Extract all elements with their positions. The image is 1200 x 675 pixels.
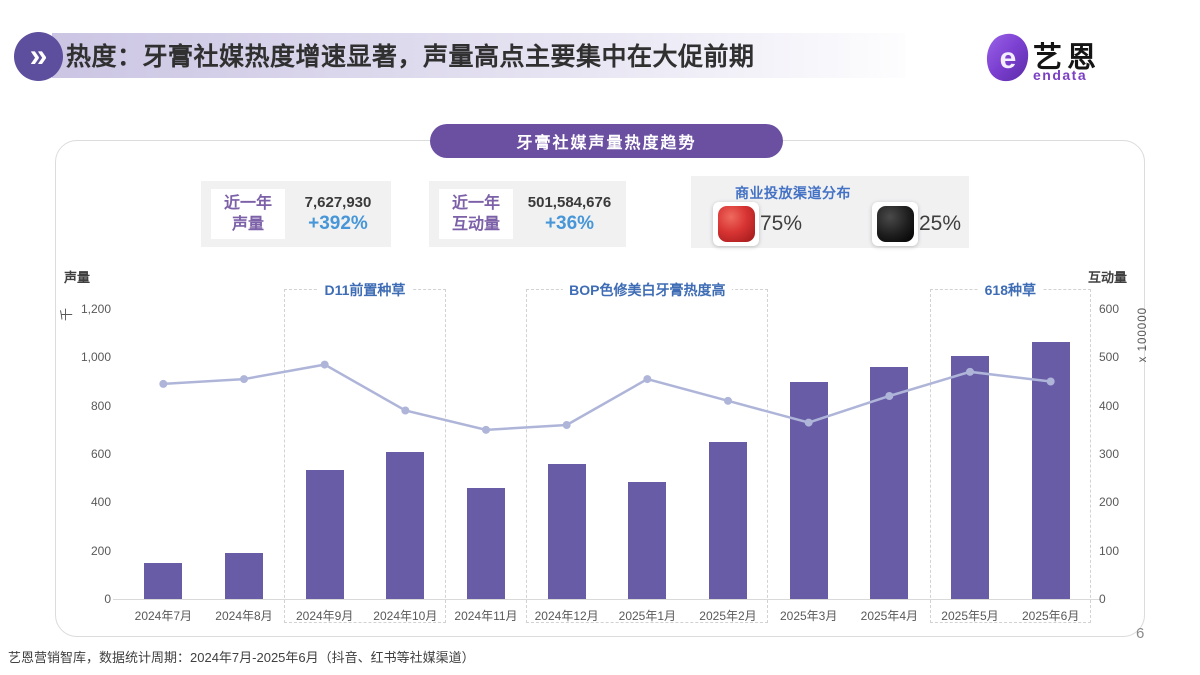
volume-bar [386, 451, 425, 599]
trend-line [163, 363, 1051, 432]
logo-name-cn: 艺恩 [1033, 42, 1102, 74]
stat-change: +36% [544, 212, 595, 234]
brand-logo: e 艺恩 endata [985, 30, 1185, 90]
x-tick-label: 2024年10月 [373, 609, 438, 623]
x-tick-label: 2024年8月 [215, 609, 273, 623]
trend-point [885, 392, 894, 400]
volume-bar [305, 469, 344, 599]
footer-source: 艺恩营销智库，数据统计周期：2024年7月-2025年6月（抖音、红书等社媒渠道… [8, 650, 475, 665]
channel-item: 25% [872, 202, 961, 246]
trend-point [643, 375, 652, 384]
y-tick-left: 1,200 [80, 302, 111, 316]
svg-text:e: e [1000, 42, 1017, 75]
annotation-label: BOP色修美白牙膏热度高 [563, 280, 732, 300]
app-icon-card [872, 202, 918, 246]
stat-card-volume: 近一年 声量 7,627,930 +392% [201, 181, 391, 247]
x-tick-label: 2025年3月 [779, 609, 838, 623]
x-tick-label: 2024年9月 [295, 609, 354, 623]
y-tick-left: 200 [90, 543, 111, 558]
volume-bar [144, 562, 183, 599]
stat-label-line: 近一年 [451, 195, 500, 212]
channel-item: 75% [713, 202, 802, 246]
trend-point [320, 360, 329, 369]
stat-label: 近一年 互动量 [439, 189, 513, 239]
y-tick-right: 300 [1099, 447, 1120, 461]
volume-bar [547, 463, 586, 599]
trend-point [1046, 377, 1055, 386]
stat-label-line: 互动量 [451, 216, 500, 233]
stat-label-line: 声量 [231, 216, 264, 233]
stat-card-engagement: 近一年 互动量 501,584,676 +36% [429, 181, 626, 247]
stat-value: 7,627,930 [304, 193, 372, 211]
content-card: 近一年 声量 7,627,930 +392% 近一年 互动量 501,584,6… [55, 140, 1149, 637]
annotation-label: 618种草 [978, 280, 1042, 300]
y-tick-right: 600 [1099, 302, 1120, 316]
x-tick-label: 2025年4月 [860, 609, 919, 623]
volume-bar [628, 481, 667, 599]
volume-bar [467, 487, 505, 599]
stat-change: +392% [308, 212, 368, 234]
y-axis-title-right: 互动量 [1088, 270, 1128, 285]
y-tick-right: 0 [1099, 592, 1106, 606]
trend-point [804, 418, 813, 427]
slide-title: 热度：牙膏社媒热度增速显著，声量高点主要集中在大促前期 [66, 43, 755, 71]
x-tick-label: 2024年12月 [534, 609, 599, 623]
page-number: 6 [1136, 625, 1145, 642]
annotation-box: BOP色修美白牙膏热度高 [526, 280, 769, 623]
logo-mark-icon: e [986, 33, 1029, 82]
app-icon-card [713, 202, 759, 246]
x-tick-label: 2025年6月 [1021, 609, 1080, 623]
double-chevron-icon: » [29, 36, 48, 73]
trend-point [159, 379, 168, 388]
x-axis-line [113, 599, 1101, 600]
engagement-trend-line [159, 360, 1055, 434]
trend-point [240, 375, 248, 384]
stat-label-line: 近一年 [223, 195, 272, 212]
y-tick-right: 100 [1099, 543, 1120, 558]
y-tick-right: 200 [1099, 495, 1120, 510]
x-tick-label: 2024年7月 [134, 609, 193, 623]
chevron-badge: » [14, 32, 63, 81]
channel-percent: 75% [760, 212, 803, 235]
stat-value: 501,584,676 [527, 193, 612, 211]
trend-point [562, 421, 571, 429]
header-bar [52, 33, 905, 78]
y-tick-left: 800 [90, 398, 111, 413]
volume-bar [870, 367, 909, 599]
channel-percent: 25% [919, 212, 962, 235]
trend-point [966, 367, 974, 376]
x-tick-label: 2024年11月 [454, 609, 518, 623]
xiaohongshu-icon [717, 206, 755, 242]
trend-chart: 千 x 100000 D11前置种草 BOP色修美白牙膏热度高 618种草 0 200 4… [59, 280, 1149, 623]
y-tick-left: 400 [90, 495, 111, 510]
y-tick-left: 0 [104, 592, 111, 606]
x-tick-label: 2025年1月 [618, 609, 677, 623]
annotation-label: D11前置种草 [318, 280, 412, 300]
stat-label: 近一年 声量 [211, 189, 285, 239]
y-axis-title-left: 声量 [64, 270, 91, 285]
trend-point [482, 425, 490, 434]
panel-title-pill: 牙膏社媒声量热度趋势 [430, 124, 783, 158]
y-tick-left: 600 [90, 447, 111, 461]
trend-point [724, 396, 732, 405]
y-tick-left: 1,000 [80, 350, 111, 365]
trend-point [401, 406, 410, 415]
volume-bar [951, 356, 989, 599]
channel-panel: 商业投放渠道分布 75% 25% [691, 176, 969, 248]
y-tick-right: 400 [1099, 398, 1120, 413]
annotation-box: D11前置种草 [284, 280, 446, 623]
douyin-icon [876, 206, 914, 242]
channel-title: 商业投放渠道分布 [735, 185, 851, 201]
logo-name-en: endata [1033, 67, 1088, 83]
annotation-box: 618种草 [929, 280, 1091, 623]
volume-bar [709, 441, 747, 599]
x-tick-label: 2025年2月 [699, 609, 757, 623]
volume-bar [225, 553, 263, 599]
y-tick-right: 500 [1099, 350, 1120, 365]
x-tick-label: 2025年5月 [941, 609, 999, 623]
